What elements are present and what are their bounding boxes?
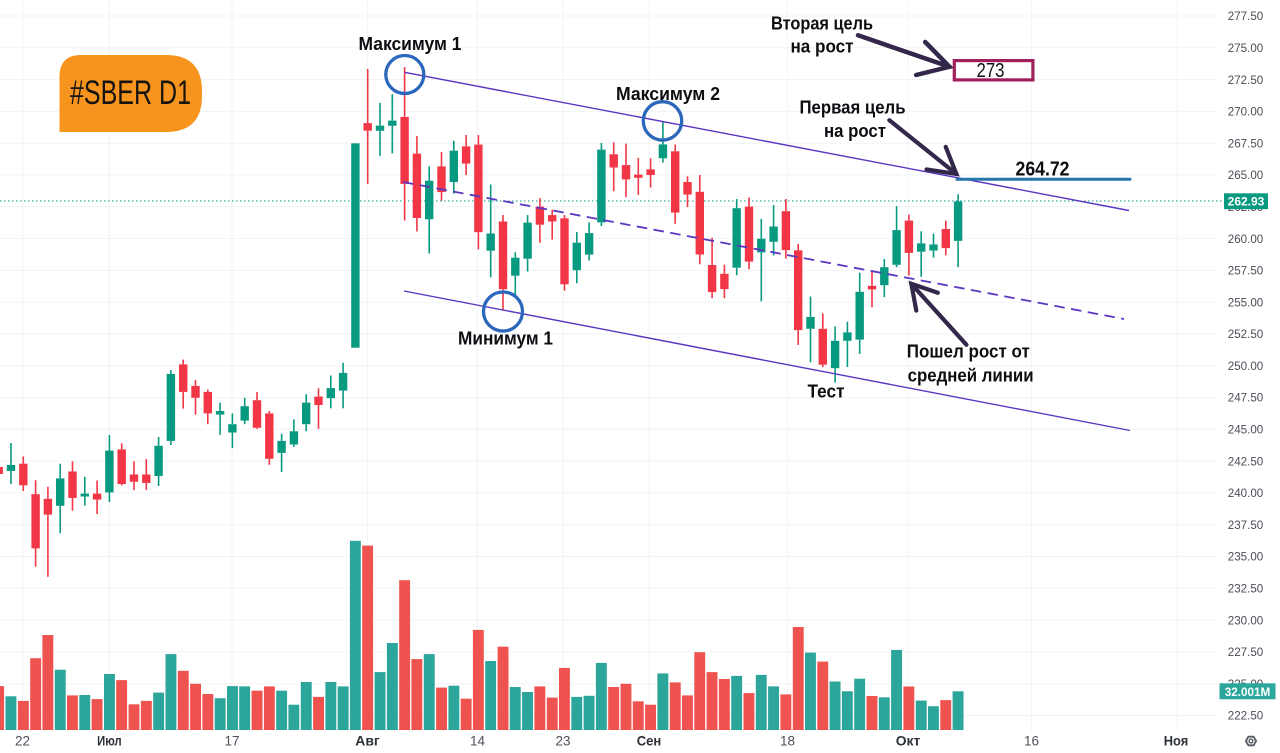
svg-text:Максимум 1: Максимум 1 (359, 34, 462, 54)
svg-text:23: 23 (555, 734, 570, 749)
svg-text:Июл: Июл (97, 734, 122, 749)
svg-text:250.00: 250.00 (1228, 359, 1264, 373)
svg-text:Минимум 1: Минимум 1 (458, 329, 553, 349)
svg-text:Пошел рост от: Пошел рост от (907, 342, 1030, 362)
svg-text:Сен: Сен (637, 734, 662, 749)
svg-text:252.50: 252.50 (1228, 327, 1264, 341)
svg-text:255.00: 255.00 (1228, 295, 1264, 309)
svg-text:Авг: Авг (355, 734, 380, 749)
svg-text:247.50: 247.50 (1228, 391, 1264, 405)
svg-text:22: 22 (15, 734, 30, 749)
svg-text:264.72: 264.72 (1016, 159, 1070, 181)
svg-text:32.001M: 32.001M (1225, 685, 1271, 699)
svg-text:14: 14 (470, 734, 486, 749)
svg-text:18: 18 (780, 734, 795, 749)
svg-text:#SBER D1: #SBER D1 (70, 74, 191, 112)
svg-text:260.00: 260.00 (1228, 232, 1264, 246)
svg-text:245.00: 245.00 (1228, 423, 1264, 437)
svg-text:272.50: 272.50 (1228, 73, 1264, 87)
svg-text:Максимум 2: Максимум 2 (616, 84, 720, 104)
svg-text:277.50: 277.50 (1228, 9, 1264, 23)
svg-text:Вторая цель: Вторая цель (771, 14, 873, 34)
svg-text:17: 17 (224, 734, 239, 749)
svg-text:Тест: Тест (808, 382, 845, 402)
svg-text:262.93: 262.93 (1228, 195, 1265, 209)
svg-text:средней линии: средней линии (908, 366, 1034, 386)
svg-text:на рост: на рост (791, 37, 854, 57)
svg-text:273: 273 (977, 60, 1005, 82)
svg-text:Первая цель: Первая цель (800, 98, 906, 118)
svg-text:на рост: на рост (824, 121, 886, 141)
svg-text:232.50: 232.50 (1228, 582, 1264, 596)
svg-text:270.00: 270.00 (1228, 105, 1264, 119)
svg-text:242.50: 242.50 (1228, 454, 1264, 468)
svg-text:Ноя: Ноя (1164, 734, 1189, 749)
svg-text:235.00: 235.00 (1228, 550, 1264, 564)
svg-text:275.00: 275.00 (1228, 41, 1264, 55)
svg-text:227.50: 227.50 (1228, 645, 1264, 659)
svg-text:Окт: Окт (896, 734, 921, 749)
svg-text:237.50: 237.50 (1228, 518, 1264, 532)
svg-text:230.00: 230.00 (1228, 613, 1264, 627)
svg-text:257.50: 257.50 (1228, 264, 1264, 278)
svg-text:267.50: 267.50 (1228, 136, 1264, 150)
svg-text:240.00: 240.00 (1228, 486, 1264, 500)
svg-text:265.00: 265.00 (1228, 168, 1264, 182)
svg-text:16: 16 (1024, 734, 1039, 749)
svg-text:222.50: 222.50 (1228, 709, 1264, 723)
